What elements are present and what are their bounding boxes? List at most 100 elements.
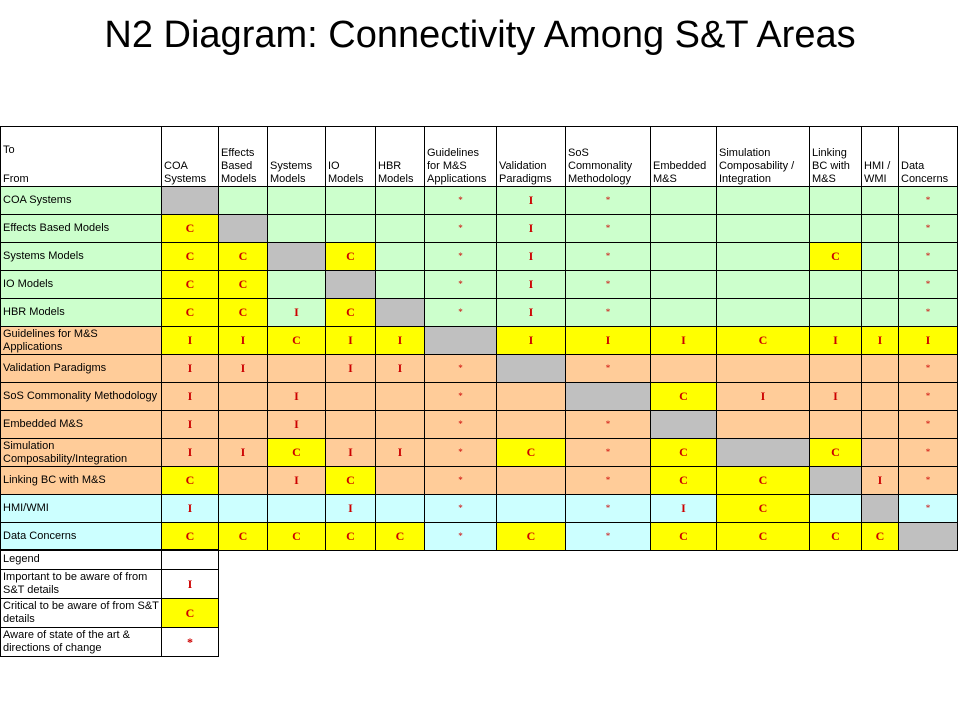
cell-validation-paradigms-to-embedded-ms xyxy=(650,354,717,383)
cell-guidelines-to-sos-commonality: I xyxy=(565,326,651,355)
cell-guidelines-to-simulation-composability: C xyxy=(716,326,810,355)
cell-systems-models-to-linking-bc: C xyxy=(809,242,862,271)
cell-guidelines-to-hbr-models: I xyxy=(375,326,425,355)
cell-simulation-composability-to-data-concerns: * xyxy=(898,438,958,467)
cell-coa-systems-to-embedded-ms xyxy=(650,186,717,215)
cell-linking-bc-to-hbr-models xyxy=(375,466,425,495)
cell-sos-commonality-to-coa-systems: I xyxy=(161,382,219,411)
cell-io-models-to-sos-commonality: * xyxy=(565,270,651,299)
cell-io-models-to-systems-models xyxy=(267,270,326,299)
cell-hmi-wmi-to-data-concerns: * xyxy=(898,494,958,523)
cell-systems-models-to-guidelines: * xyxy=(424,242,497,271)
row-label-io-models: IO Models xyxy=(0,270,162,299)
cell-guidelines-to-io-models: I xyxy=(325,326,376,355)
cell-embedded-ms-to-systems-models: I xyxy=(267,410,326,439)
row-systems-models: Systems Models C C C * I * C * xyxy=(0,242,958,271)
cell-hmi-wmi-to-embedded-ms: I xyxy=(650,494,717,523)
col-io-models-header: IO Models xyxy=(325,126,376,187)
cell-embedded-ms-to-io-models xyxy=(325,410,376,439)
cell-hbr-models-to-data-concerns: * xyxy=(898,298,958,327)
cell-linking-bc-to-systems-models: I xyxy=(267,466,326,495)
cell-simulation-composability-to-effects-based-models: I xyxy=(218,438,268,467)
cell-coa-systems-to-hbr-models xyxy=(375,186,425,215)
cell-effects-based-models-to-embedded-ms xyxy=(650,214,717,243)
cell-validation-paradigms-to-hbr-models: I xyxy=(375,354,425,383)
cell-validation-paradigms-to-simulation-composability xyxy=(716,354,810,383)
row-coa-systems: COA Systems * I * * xyxy=(0,186,958,215)
cell-simulation-composability-to-sos-commonality: * xyxy=(565,438,651,467)
cell-hmi-wmi-to-systems-models xyxy=(267,494,326,523)
cell-effects-based-models-to-sos-commonality: * xyxy=(565,214,651,243)
cell-sos-commonality-to-io-models xyxy=(325,382,376,411)
cell-hbr-models-to-effects-based-models: C xyxy=(218,298,268,327)
col-sos-commonality-header: SoS Commonality Methodology xyxy=(565,126,651,187)
cell-effects-based-models-to-io-models xyxy=(325,214,376,243)
cell-guidelines-to-embedded-ms: I xyxy=(650,326,717,355)
cell-embedded-ms-to-embedded-ms xyxy=(650,410,717,439)
col-hbr-models-header: HBR Models xyxy=(375,126,425,187)
row-label-systems-models: Systems Models xyxy=(0,242,162,271)
cell-simulation-composability-to-validation-paradigms: C xyxy=(496,438,566,467)
cell-sos-commonality-to-simulation-composability: I xyxy=(716,382,810,411)
row-validation-paradigms: Validation Paradigms I I I I * * * xyxy=(0,354,958,383)
cell-hbr-models-to-embedded-ms xyxy=(650,298,717,327)
row-hbr-models: HBR Models C C I C * I * * xyxy=(0,298,958,327)
cell-simulation-composability-to-embedded-ms: C xyxy=(650,438,717,467)
row-label-linking-bc: Linking BC with M&S xyxy=(0,466,162,495)
cell-systems-models-to-embedded-ms xyxy=(650,242,717,271)
cell-hmi-wmi-to-simulation-composability: C xyxy=(716,494,810,523)
cell-hmi-wmi-to-coa-systems: I xyxy=(161,494,219,523)
cell-effects-based-models-to-effects-based-models xyxy=(218,214,268,243)
cell-guidelines-to-guidelines xyxy=(424,326,497,355)
cell-sos-commonality-to-guidelines: * xyxy=(424,382,497,411)
cell-linking-bc-to-hmi-wmi: I xyxy=(861,466,899,495)
cell-linking-bc-to-guidelines: * xyxy=(424,466,497,495)
col-systems-models-header: Systems Models xyxy=(267,126,326,187)
legend-title-blank xyxy=(161,549,219,570)
diagram-title: N2 Diagram: Connectivity Among S&T Areas xyxy=(104,14,856,56)
cell-hbr-models-to-sos-commonality: * xyxy=(565,298,651,327)
cell-validation-paradigms-to-coa-systems: I xyxy=(161,354,219,383)
cell-simulation-composability-to-hmi-wmi xyxy=(861,438,899,467)
col-data-concerns-header: Data Concerns xyxy=(898,126,958,187)
corner-from-label: From xyxy=(3,173,29,185)
cell-hmi-wmi-to-hbr-models xyxy=(375,494,425,523)
cell-embedded-ms-to-hmi-wmi xyxy=(861,410,899,439)
cell-data-concerns-to-io-models: C xyxy=(325,522,376,551)
cell-io-models-to-coa-systems: C xyxy=(161,270,219,299)
row-label-hbr-models: HBR Models xyxy=(0,298,162,327)
cell-linking-bc-to-coa-systems: C xyxy=(161,466,219,495)
cell-coa-systems-to-effects-based-models xyxy=(218,186,268,215)
row-hmi-wmi: HMI/WMI I I * * I C * xyxy=(0,494,958,523)
cell-hbr-models-to-systems-models: I xyxy=(267,298,326,327)
cell-embedded-ms-to-data-concerns: * xyxy=(898,410,958,439)
cell-linking-bc-to-data-concerns: * xyxy=(898,466,958,495)
cell-validation-paradigms-to-hmi-wmi xyxy=(861,354,899,383)
cell-coa-systems-to-simulation-composability xyxy=(716,186,810,215)
cell-data-concerns-to-linking-bc: C xyxy=(809,522,862,551)
row-guidelines: Guidelines for M&S Applications I I C I I I I I C… xyxy=(0,326,958,355)
cell-sos-commonality-to-data-concerns: * xyxy=(898,382,958,411)
cell-validation-paradigms-to-io-models: I xyxy=(325,354,376,383)
cell-guidelines-to-data-concerns: I xyxy=(898,326,958,355)
cell-guidelines-to-hmi-wmi: I xyxy=(861,326,899,355)
cell-validation-paradigms-to-sos-commonality: * xyxy=(565,354,651,383)
cell-data-concerns-to-guidelines: * xyxy=(424,522,497,551)
cell-hbr-models-to-validation-paradigms: I xyxy=(496,298,566,327)
row-label-data-concerns: Data Concerns xyxy=(0,522,162,551)
cell-embedded-ms-to-guidelines: * xyxy=(424,410,497,439)
row-label-effects-based-models: Effects Based Models xyxy=(0,214,162,243)
cell-io-models-to-validation-paradigms: I xyxy=(496,270,566,299)
cell-hbr-models-to-coa-systems: C xyxy=(161,298,219,327)
cell-hbr-models-to-hbr-models xyxy=(375,298,425,327)
cell-sos-commonality-to-sos-commonality xyxy=(565,382,651,411)
cell-linking-bc-to-simulation-composability: C xyxy=(716,466,810,495)
cell-data-concerns-to-sos-commonality: * xyxy=(565,522,651,551)
cell-coa-systems-to-linking-bc xyxy=(809,186,862,215)
cell-embedded-ms-to-effects-based-models xyxy=(218,410,268,439)
cell-embedded-ms-to-coa-systems: I xyxy=(161,410,219,439)
cell-guidelines-to-systems-models: C xyxy=(267,326,326,355)
cell-systems-models-to-hmi-wmi xyxy=(861,242,899,271)
row-label-hmi-wmi: HMI/WMI xyxy=(0,494,162,523)
cell-systems-models-to-validation-paradigms: I xyxy=(496,242,566,271)
